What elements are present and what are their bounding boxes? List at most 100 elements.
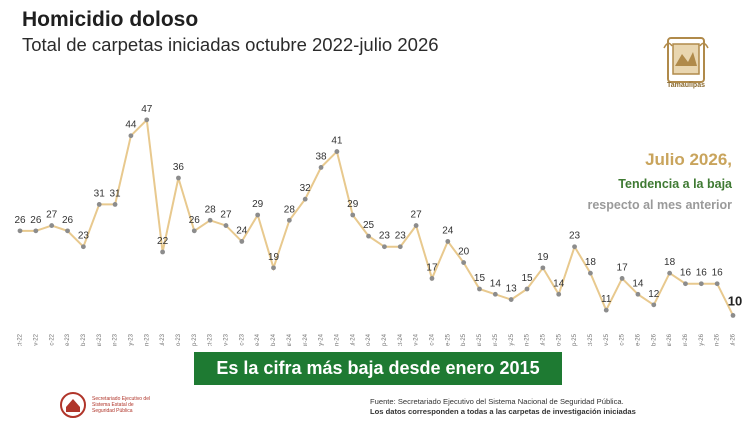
x-tick-label: sep-24 xyxy=(382,333,388,346)
footer-org-name: Secretariado Ejecutivo del Sistema Estat… xyxy=(92,396,151,414)
data-point xyxy=(651,302,657,308)
data-label: 10 xyxy=(728,293,742,308)
data-point xyxy=(714,281,720,287)
data-label: 15 xyxy=(474,273,486,284)
data-point xyxy=(635,291,641,297)
data-point xyxy=(96,202,102,207)
data-point xyxy=(334,149,340,154)
x-tick-label: ago-25 xyxy=(556,333,562,346)
data-label: 14 xyxy=(490,278,502,289)
tamaulipas-logo-icon xyxy=(663,37,709,83)
x-tick-label: feb-24 xyxy=(271,333,277,346)
data-point xyxy=(255,212,261,218)
data-label: 20 xyxy=(458,247,470,258)
data-point xyxy=(683,281,688,287)
x-tick-label: dic-22 xyxy=(49,333,55,346)
x-tick-label: ago-23 xyxy=(176,333,182,346)
x-tick-label: may-26 xyxy=(699,333,705,346)
source-note: Los datos corresponden a todas a las car… xyxy=(370,407,636,416)
data-label: 18 xyxy=(664,257,676,268)
page-subtitle: Total de carpetas iniciadas octubre 2022… xyxy=(22,34,439,55)
data-point xyxy=(65,228,70,234)
x-tick-label: mar-23 xyxy=(97,333,103,346)
data-point xyxy=(49,223,55,228)
data-label: 16 xyxy=(696,268,708,279)
data-point xyxy=(382,244,387,250)
data-label: 28 xyxy=(205,204,217,215)
data-label: 24 xyxy=(442,225,454,236)
data-point xyxy=(191,228,197,234)
logo-label: Tamaulipas xyxy=(667,82,705,89)
data-label: 47 xyxy=(141,104,153,115)
data-point xyxy=(112,202,118,207)
x-tick-label: feb-26 xyxy=(651,333,657,346)
data-label: 18 xyxy=(585,257,597,268)
data-point xyxy=(207,217,213,223)
data-label: 23 xyxy=(395,231,407,242)
x-tick-label: mar-24 xyxy=(287,333,293,346)
data-label: 13 xyxy=(506,284,518,295)
data-label: 19 xyxy=(268,252,280,263)
data-point xyxy=(160,249,166,255)
x-tick-label: oct-23 xyxy=(208,333,214,346)
data-label: 27 xyxy=(411,210,423,221)
data-label: 14 xyxy=(632,278,644,289)
data-point xyxy=(524,286,530,292)
data-point xyxy=(698,281,704,287)
data-point xyxy=(350,212,356,218)
x-tick-label: ene-25 xyxy=(445,333,451,346)
series-line xyxy=(20,117,734,316)
x-tick-label: nov-25 xyxy=(604,333,610,346)
data-label: 23 xyxy=(379,231,391,242)
data-label: 29 xyxy=(252,199,264,210)
data-point xyxy=(128,133,134,139)
data-label: 19 xyxy=(537,252,549,263)
x-tick-label: nov-22 xyxy=(33,333,39,346)
x-tick-label: jul-24 xyxy=(350,333,356,346)
x-tick-label: ene-23 xyxy=(65,333,71,346)
x-tick-label: nov-23 xyxy=(224,333,230,346)
data-label: 31 xyxy=(94,188,106,199)
x-tick-label: mar-25 xyxy=(477,333,483,346)
data-point xyxy=(492,291,498,297)
data-point xyxy=(603,307,609,313)
note-comparison: respecto al mes anterior xyxy=(587,198,732,212)
data-label: 17 xyxy=(617,262,629,273)
data-point xyxy=(397,244,403,250)
data-point xyxy=(461,260,467,265)
x-tick-label: jul-25 xyxy=(540,333,546,346)
x-tick-label: sep-23 xyxy=(192,333,198,346)
x-tick-label: may-24 xyxy=(319,333,325,346)
data-label: 26 xyxy=(62,215,74,226)
x-tick-label: may-25 xyxy=(509,333,515,346)
data-point xyxy=(271,265,276,271)
data-point xyxy=(286,217,292,223)
data-point xyxy=(429,276,435,281)
sesesp-logo-icon xyxy=(60,392,86,418)
note-trend: Tendencia a la baja xyxy=(618,177,732,191)
data-label: 44 xyxy=(125,120,137,131)
x-tick-label: ago-24 xyxy=(366,333,372,346)
data-label: 12 xyxy=(648,289,660,300)
source-text: Fuente: Secretariado Ejecutivo del Siste… xyxy=(370,397,624,406)
x-tick-label: jun-26 xyxy=(715,333,721,346)
data-point xyxy=(17,228,23,234)
data-label: 24 xyxy=(236,225,248,236)
data-point xyxy=(223,223,229,228)
data-point xyxy=(730,313,736,318)
data-label: 14 xyxy=(553,278,565,289)
data-label: 28 xyxy=(284,204,296,215)
x-tick-label: dic-23 xyxy=(239,333,245,346)
data-label: 26 xyxy=(189,215,201,226)
data-point xyxy=(318,165,324,170)
data-label: 23 xyxy=(78,231,90,242)
x-tick-label: mar-26 xyxy=(667,333,673,346)
data-point xyxy=(667,270,673,276)
data-label: 26 xyxy=(14,215,26,226)
data-label: 23 xyxy=(569,231,581,242)
data-label: 22 xyxy=(157,236,169,247)
data-point xyxy=(588,270,593,276)
data-label: 41 xyxy=(331,136,343,147)
data-label: 16 xyxy=(680,268,692,279)
